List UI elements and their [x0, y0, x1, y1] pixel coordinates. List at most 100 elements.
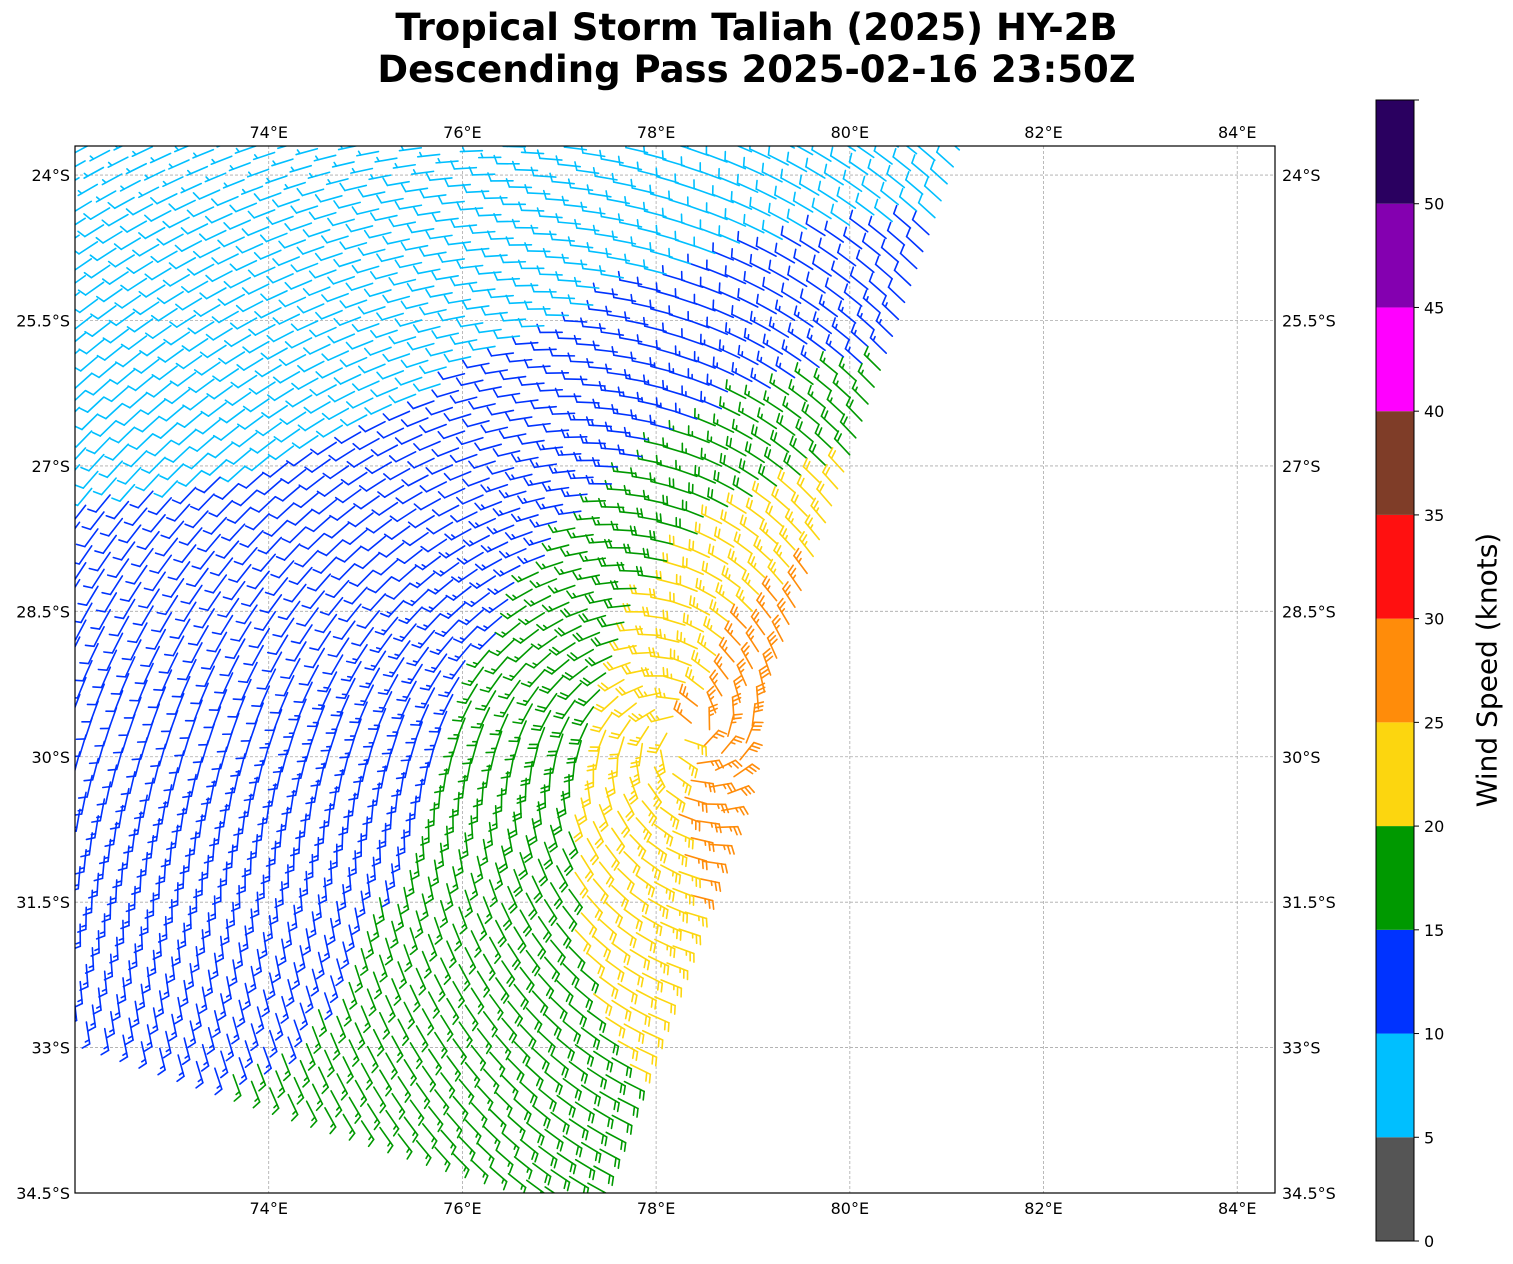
barb-shaft: [447, 298, 472, 304]
barb-shaft: [465, 247, 490, 252]
wind-barb: [317, 671, 338, 693]
barb-full: [762, 647, 771, 656]
barb-full: [402, 539, 411, 547]
wind-barb: [138, 284, 166, 298]
wind-barb: [694, 123, 715, 139]
barb-shaft: [781, 290, 802, 305]
barb-full: [560, 487, 566, 498]
barb-full: [555, 712, 566, 716]
barb-shaft: [190, 642, 203, 664]
barb-full: [138, 290, 147, 298]
barb-shaft: [209, 459, 227, 476]
barb-shaft: [192, 510, 209, 529]
wind-barb: [75, 200, 93, 213]
barb-half: [174, 146, 180, 151]
wind-barb: [199, 133, 220, 141]
barb-shaft: [649, 193, 673, 201]
wind-barb: [767, 202, 789, 224]
wind-barb: [493, 271, 521, 281]
barb-shaft: [786, 160, 808, 173]
barb-shaft: [176, 371, 197, 387]
barb-full: [799, 118, 800, 126]
barb-full: [747, 553, 753, 563]
wind-barb: [169, 371, 197, 387]
barb-full: [741, 570, 747, 580]
barb-shaft: [183, 601, 197, 622]
wind-barb: [438, 545, 466, 559]
wind-barb: [456, 551, 484, 565]
wind-barb: [298, 664, 319, 686]
barb-full: [750, 608, 758, 618]
wind-barb: [150, 193, 178, 205]
barb-shaft: [427, 538, 448, 553]
barb-full: [615, 688, 623, 696]
barb-full: [505, 353, 511, 363]
barb-shaft: [545, 198, 569, 202]
wind-barb: [320, 138, 341, 143]
barb-full: [917, 194, 923, 204]
barb-shaft: [533, 174, 557, 178]
barb-full: [642, 547, 646, 558]
barb-full: [618, 845, 626, 855]
barb-full: [818, 483, 825, 493]
wind-barb: [449, 335, 478, 345]
barb-full: [765, 655, 774, 663]
wind-barb: [486, 347, 515, 357]
wind-barb: [648, 646, 674, 660]
barb-full: [735, 586, 741, 597]
wind-barb: [528, 131, 550, 136]
barb-shaft: [699, 170, 722, 180]
wind-barb: [536, 618, 564, 632]
barb-full: [420, 545, 429, 553]
wind-barb: [220, 523, 246, 542]
barb-full: [628, 793, 637, 801]
barb-full: [887, 109, 889, 117]
barb-half: [761, 602, 765, 608]
barb-full: [159, 475, 169, 481]
barb-full: [77, 289, 87, 296]
barb-full: [673, 700, 678, 710]
barb-full: [169, 380, 179, 387]
barb-full: [827, 447, 834, 457]
wind-barb: [818, 294, 839, 318]
barb-full: [561, 674, 571, 681]
barb-full: [91, 431, 102, 437]
barb-full: [773, 432, 778, 443]
barb-full: [636, 507, 640, 518]
wind-barb: [602, 661, 631, 671]
wind-barb: [437, 195, 465, 205]
barb-shaft: [551, 296, 576, 300]
barb-shaft: [54, 195, 73, 207]
barb-full: [574, 835, 583, 843]
barb-full: [302, 288, 311, 296]
wind-barb: [275, 543, 301, 561]
barb-shaft: [93, 436, 111, 455]
barb-half: [272, 160, 277, 166]
barb-half: [710, 880, 713, 887]
wind-barb: [529, 459, 558, 469]
barb-shaft: [113, 196, 135, 210]
barb-full: [156, 611, 167, 616]
barb-full: [327, 395, 336, 403]
wind-barb: [180, 223, 209, 235]
barb-full: [745, 625, 753, 634]
barb-full: [714, 760, 721, 770]
barb-full: [153, 492, 163, 498]
barb-shaft: [298, 435, 319, 449]
wind-barb: [869, 329, 888, 354]
wind-barb: [769, 373, 790, 396]
barb-half: [279, 146, 283, 148]
wind-barb: [400, 417, 429, 428]
wind-barb: [215, 540, 240, 559]
barb-shaft: [594, 290, 618, 296]
wind-barb: [523, 417, 551, 427]
barb-shaft: [163, 290, 184, 305]
barb-full: [220, 536, 231, 542]
barb-full: [808, 441, 814, 451]
wind-barb: [911, 210, 930, 236]
wind-barb: [248, 627, 270, 649]
wind-barb: [781, 282, 802, 305]
barb-shaft: [830, 268, 851, 284]
wind-barb: [477, 152, 502, 159]
barb-shaft: [161, 669, 173, 691]
